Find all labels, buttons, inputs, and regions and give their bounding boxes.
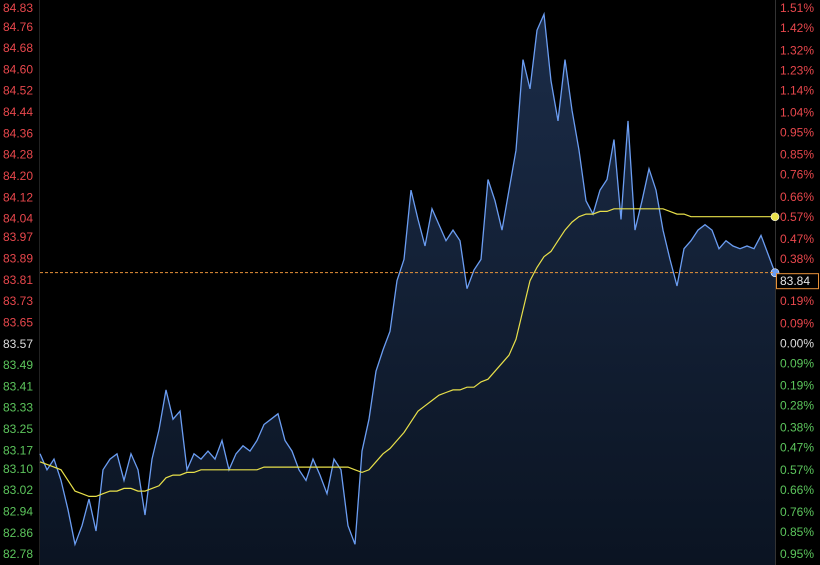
y-tick-label: 83.49 — [3, 358, 33, 372]
y-tick-label: 83.33 — [3, 401, 33, 415]
y-tick-label: 84.28 — [3, 148, 33, 162]
y2-tick-label: 0.85% — [780, 525, 814, 539]
y2-tick-label: 1.42% — [780, 21, 814, 35]
y2-tick-label: 0.57% — [780, 463, 814, 477]
y2-tick-label: 0.38% — [780, 252, 814, 266]
y2-tick-label: 0.66% — [780, 483, 814, 497]
y2-tick-label: 0.76% — [780, 168, 814, 182]
y-tick-label: 82.94 — [3, 505, 33, 519]
y2-tick-label: 0.47% — [780, 232, 814, 246]
y2-tick-label: 1.51% — [780, 1, 814, 15]
y2-tick-label: 0.85% — [780, 148, 814, 162]
y-tick-label: 83.17 — [3, 443, 33, 457]
y-tick-label: 83.81 — [3, 273, 33, 287]
y2-tick-label: 1.04% — [780, 105, 814, 119]
y-tick-label: 84.83 — [3, 1, 33, 15]
y-tick-label: 83.65 — [3, 315, 33, 329]
y-tick-label: 84.04 — [3, 212, 33, 226]
y2-tick-label: 0.47% — [780, 441, 814, 455]
y2-tick-label: 0.28% — [780, 398, 814, 412]
y2-tick-label: 0.09% — [780, 356, 814, 370]
y-tick-label: 84.68 — [3, 41, 33, 55]
y-tick-label: 83.25 — [3, 422, 33, 436]
y2-tick-label: 0.19% — [780, 294, 814, 308]
y2-tick-label: 0.00% — [780, 336, 814, 350]
y2-tick-label: 0.76% — [780, 505, 814, 519]
y-tick-label: 84.44 — [3, 105, 33, 119]
y2-tick-label: 0.57% — [780, 210, 814, 224]
y-tick-label: 84.76 — [3, 20, 33, 34]
y-tick-label: 83.02 — [3, 483, 33, 497]
y-tick-label: 83.10 — [3, 462, 33, 476]
y-tick-label: 83.89 — [3, 252, 33, 266]
y2-tick-label: 1.23% — [780, 63, 814, 77]
y2-tick-label: 0.09% — [780, 316, 814, 330]
price-area — [40, 14, 775, 565]
price-line — [39, 11, 776, 547]
y2-tick-label: 0.95% — [780, 125, 814, 139]
y2-tick-label: 0.38% — [780, 421, 814, 435]
y-tick-label: 83.41 — [3, 379, 33, 393]
y-tick-label: 82.86 — [3, 526, 33, 540]
y2-tick-label: 0.66% — [780, 190, 814, 204]
y-tick-label: 84.12 — [3, 190, 33, 204]
average-end-dot — [770, 212, 780, 222]
y-tick-label: 83.57 — [3, 337, 33, 351]
last-price-label: 83.84 — [780, 274, 810, 288]
last-price-box — [776, 273, 819, 290]
y2-tick-label: 1.32% — [780, 43, 814, 57]
y-tick-label: 83.73 — [3, 294, 33, 308]
y2-tick-label: 1.14% — [780, 83, 814, 97]
y-tick-label: 83.97 — [3, 230, 33, 244]
y2-tick-label: 0.95% — [780, 547, 814, 561]
average-line — [39, 208, 775, 497]
y-tick-label: 84.60 — [3, 62, 33, 76]
y-tick-label: 84.52 — [3, 84, 33, 98]
y2-tick-label: 0.19% — [780, 378, 814, 392]
y-tick-label: 84.20 — [3, 169, 33, 183]
y-tick-label: 82.78 — [3, 547, 33, 561]
y-tick-label: 84.36 — [3, 126, 33, 140]
